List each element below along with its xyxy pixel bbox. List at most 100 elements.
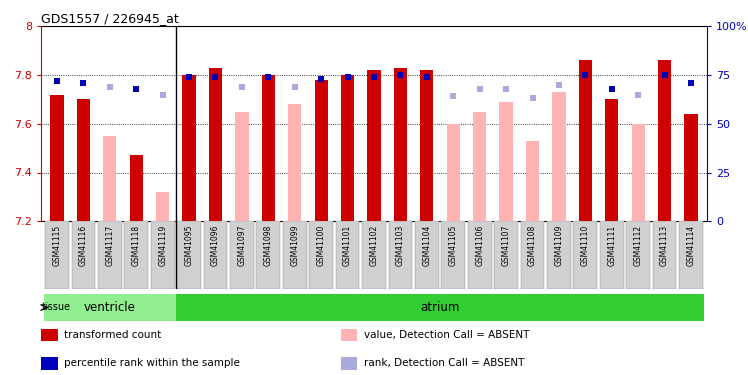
Bar — [473, 111, 486, 221]
Text: GSM41115: GSM41115 — [52, 225, 61, 266]
Text: GSM41102: GSM41102 — [370, 225, 378, 266]
Point — [580, 72, 592, 78]
FancyBboxPatch shape — [362, 221, 386, 289]
Point — [421, 74, 433, 80]
Text: transformed count: transformed count — [64, 330, 162, 340]
Bar — [579, 60, 592, 221]
Point — [183, 74, 195, 80]
FancyBboxPatch shape — [600, 221, 624, 289]
Point — [51, 78, 63, 84]
Text: GSM41111: GSM41111 — [607, 225, 616, 266]
FancyBboxPatch shape — [124, 221, 148, 289]
Bar — [209, 68, 222, 221]
FancyBboxPatch shape — [283, 221, 307, 289]
Text: GSM41108: GSM41108 — [528, 225, 537, 266]
Bar — [393, 68, 407, 221]
Text: GSM41096: GSM41096 — [211, 225, 220, 266]
Bar — [50, 94, 64, 221]
Bar — [288, 104, 301, 221]
FancyBboxPatch shape — [574, 221, 597, 289]
Text: GSM41101: GSM41101 — [343, 225, 352, 266]
Point — [315, 76, 327, 82]
Point — [236, 84, 248, 90]
Text: GSM41106: GSM41106 — [475, 225, 484, 266]
Text: atrium: atrium — [420, 301, 460, 314]
FancyBboxPatch shape — [72, 221, 95, 289]
Text: GSM41117: GSM41117 — [105, 225, 114, 266]
Text: GSM41105: GSM41105 — [449, 225, 458, 266]
Text: GSM41097: GSM41097 — [237, 225, 246, 266]
Bar — [447, 124, 460, 221]
Bar — [367, 70, 381, 221]
Bar — [552, 92, 565, 221]
FancyBboxPatch shape — [415, 221, 439, 289]
Text: GSM41119: GSM41119 — [158, 225, 167, 266]
FancyBboxPatch shape — [494, 221, 518, 289]
Point — [685, 80, 697, 86]
FancyBboxPatch shape — [44, 294, 176, 321]
Bar — [420, 70, 433, 221]
FancyBboxPatch shape — [336, 221, 360, 289]
Text: GSM41114: GSM41114 — [687, 225, 696, 266]
Point — [394, 72, 406, 78]
Bar — [315, 80, 328, 221]
Text: GSM41109: GSM41109 — [554, 225, 563, 266]
Text: GSM41110: GSM41110 — [581, 225, 590, 266]
Point — [78, 80, 90, 86]
Point — [263, 74, 275, 80]
Point — [473, 86, 485, 92]
Bar — [340, 357, 358, 370]
Point — [289, 84, 301, 90]
Text: percentile rank within the sample: percentile rank within the sample — [64, 358, 240, 368]
Text: rank, Detection Call = ABSENT: rank, Detection Call = ABSENT — [364, 358, 524, 368]
Bar — [526, 141, 539, 221]
FancyBboxPatch shape — [177, 221, 201, 289]
Text: GSM41112: GSM41112 — [634, 225, 643, 266]
Bar — [340, 329, 358, 342]
Point — [342, 74, 354, 80]
Text: GSM41103: GSM41103 — [396, 225, 405, 266]
FancyBboxPatch shape — [230, 221, 254, 289]
Point — [447, 93, 459, 99]
Bar — [236, 111, 248, 221]
FancyBboxPatch shape — [521, 221, 545, 289]
Bar — [183, 75, 196, 221]
Bar — [631, 124, 645, 221]
FancyBboxPatch shape — [441, 221, 465, 289]
Text: GSM41116: GSM41116 — [79, 225, 88, 266]
Point — [368, 74, 380, 80]
Bar — [103, 136, 117, 221]
Text: GSM41100: GSM41100 — [316, 225, 325, 266]
Text: GSM41098: GSM41098 — [264, 225, 273, 266]
FancyBboxPatch shape — [203, 221, 227, 289]
Text: GSM41118: GSM41118 — [132, 225, 141, 266]
FancyBboxPatch shape — [626, 221, 650, 289]
Point — [104, 84, 116, 90]
FancyBboxPatch shape — [151, 221, 174, 289]
Point — [606, 86, 618, 92]
Point — [553, 82, 565, 88]
Text: tissue: tissue — [42, 303, 71, 312]
Bar — [341, 75, 355, 221]
FancyBboxPatch shape — [468, 221, 491, 289]
Bar — [77, 99, 90, 221]
Bar — [605, 99, 619, 221]
Text: value, Detection Call = ABSENT: value, Detection Call = ABSENT — [364, 330, 530, 340]
Point — [527, 95, 539, 101]
Bar — [500, 102, 512, 221]
Text: GSM41113: GSM41113 — [660, 225, 669, 266]
Text: GSM41099: GSM41099 — [290, 225, 299, 266]
Bar — [262, 75, 275, 221]
Bar — [658, 60, 671, 221]
Text: GSM41107: GSM41107 — [502, 225, 511, 266]
Bar — [156, 192, 169, 221]
Bar — [129, 156, 143, 221]
Point — [632, 92, 644, 98]
FancyBboxPatch shape — [45, 221, 69, 289]
Bar — [684, 114, 698, 221]
Text: GSM41095: GSM41095 — [185, 225, 194, 266]
Point — [500, 86, 512, 92]
Bar — [41, 357, 58, 370]
Bar — [41, 329, 58, 342]
FancyBboxPatch shape — [653, 221, 676, 289]
